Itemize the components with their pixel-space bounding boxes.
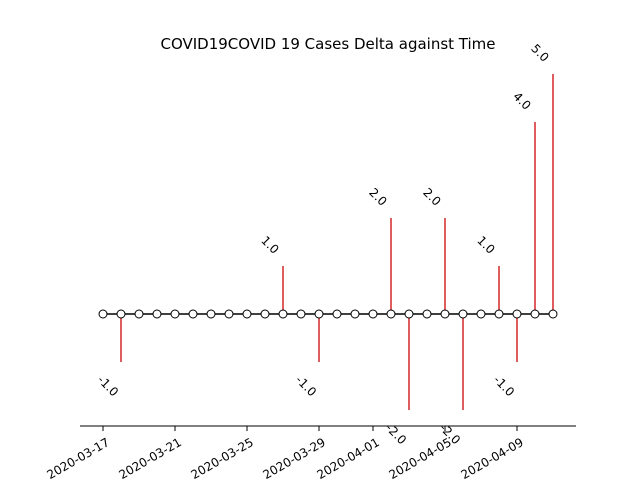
x-tick-label-2: 2020-03-25	[188, 435, 255, 480]
data-label-12: -1.0	[293, 373, 319, 399]
chart-title: COVID19COVID 19 Cases Delta against Time	[160, 35, 495, 53]
x-tick-label-0: 2020-03-17	[44, 435, 111, 480]
marker-3	[152, 309, 162, 319]
marker-0	[98, 309, 108, 319]
data-label-24: 4.0	[510, 89, 533, 112]
marker-16	[386, 309, 396, 319]
marker-1	[116, 309, 126, 319]
marker-20	[458, 309, 468, 319]
data-label-17: -2.0	[383, 421, 409, 447]
marker-11	[296, 309, 306, 319]
marker-4	[170, 309, 180, 319]
marker-17	[404, 309, 414, 319]
marker-15	[368, 309, 378, 319]
marker-10	[278, 309, 288, 319]
marker-7	[224, 309, 234, 319]
marker-12	[314, 309, 324, 319]
marker-18	[422, 309, 432, 319]
marker-21	[476, 309, 486, 319]
data-label-22: 1.0	[474, 233, 497, 256]
marker-6	[206, 309, 216, 319]
plot-area: -1.01.0-1.02.0-2.02.0-2.01.0-1.04.05.020…	[44, 41, 576, 480]
marker-14	[350, 309, 360, 319]
data-label-10: 1.0	[258, 233, 281, 256]
x-tick-label-6: 2020-04-09	[458, 435, 525, 480]
marker-9	[260, 309, 270, 319]
marker-8	[242, 309, 252, 319]
data-label-1: -1.0	[95, 373, 121, 399]
x-tick-label-1: 2020-03-21	[116, 435, 183, 480]
marker-5	[188, 309, 198, 319]
marker-25	[548, 309, 558, 319]
marker-23	[512, 309, 522, 319]
data-label-25: 5.0	[528, 41, 551, 64]
marker-22	[494, 309, 504, 319]
data-label-19: 2.0	[420, 185, 443, 208]
marker-24	[530, 309, 540, 319]
data-label-23: -1.0	[491, 373, 517, 399]
data-label-16: 2.0	[366, 185, 389, 208]
marker-19	[440, 309, 450, 319]
marker-2	[134, 309, 144, 319]
marker-13	[332, 309, 342, 319]
